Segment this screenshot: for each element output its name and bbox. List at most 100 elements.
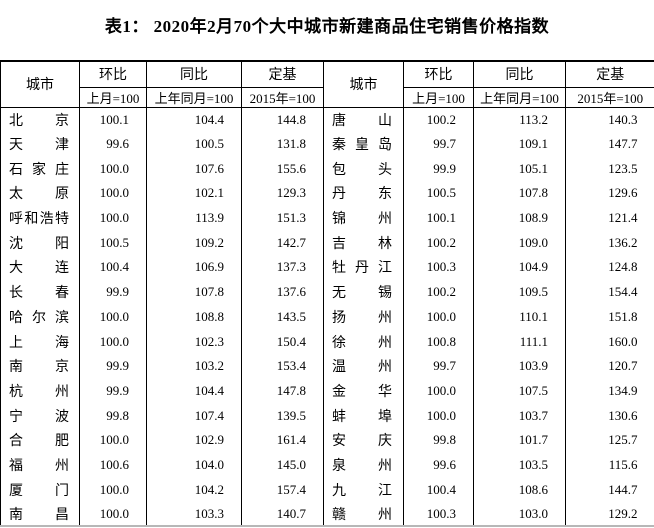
header-city-right: 城市 <box>323 61 404 108</box>
yoy-cell-right: 109.0 <box>473 230 566 256</box>
table-row: 太原 100.0 102.1 129.3 丹东 100.5 107.8 129.… <box>0 181 654 206</box>
header-row-1: 城市 环比 同比 定基 城市 环比 同比 定基 <box>0 61 654 108</box>
city-name: 无锡 <box>332 286 392 302</box>
base-cell-left: 137.6 <box>241 279 324 305</box>
yoy-cell-right: 110.1 <box>473 304 566 330</box>
yoy-cell-right: 113.2 <box>473 107 566 132</box>
yoy-cell-right: 108.6 <box>473 477 566 502</box>
city-name: 赣州 <box>332 508 392 524</box>
subheader-yoy-right: 上年同月=100 <box>473 87 566 108</box>
mom-cell-right: 100.2 <box>403 107 474 132</box>
base-cell-left: 147.8 <box>241 378 324 404</box>
price-index-table: 城市 环比 同比 定基 城市 环比 同比 定基 上月=100 上年同月=100 … <box>0 60 654 527</box>
base-cell-right: 130.6 <box>565 403 654 428</box>
city-cell-right: 赣州 <box>323 502 404 527</box>
mom-cell-right: 100.0 <box>403 304 474 330</box>
base-cell-right: 154.4 <box>565 279 654 305</box>
city-name: 南昌 <box>9 508 69 524</box>
city-name: 宁波 <box>9 409 69 425</box>
city-name: 温州 <box>332 360 392 376</box>
mom-cell-right: 99.9 <box>403 156 474 182</box>
mom-cell-left: 100.0 <box>79 205 147 231</box>
city-name: 厦门 <box>9 483 69 499</box>
yoy-cell-left: 104.4 <box>146 378 242 404</box>
base-cell-right: 160.0 <box>565 329 654 354</box>
city-cell-left: 石家庄 <box>0 156 80 182</box>
subheader-mom-right: 上月=100 <box>403 87 474 108</box>
yoy-cell-right: 103.7 <box>473 403 566 428</box>
header-yoy-left: 同比 <box>146 61 242 88</box>
city-name: 呼和浩特 <box>9 212 69 228</box>
city-name: 杭州 <box>9 384 69 400</box>
base-cell-right: 129.2 <box>565 502 654 527</box>
city-name: 锦州 <box>332 212 392 228</box>
city-cell-left: 南京 <box>0 353 80 379</box>
table-row: 沈阳 100.5 109.2 142.7 吉林 100.2 109.0 136.… <box>0 230 654 256</box>
city-name: 沈阳 <box>9 236 69 252</box>
mom-cell-right: 99.7 <box>403 353 474 379</box>
city-cell-left: 南昌 <box>0 502 80 527</box>
subheader-base-right: 2015年=100 <box>565 87 654 108</box>
base-cell-left: 137.3 <box>241 255 324 280</box>
yoy-cell-left: 103.2 <box>146 353 242 379</box>
table-row: 杭州 99.9 104.4 147.8 金华 100.0 107.5 134.9 <box>0 378 654 404</box>
base-cell-left: 145.0 <box>241 452 324 478</box>
yoy-cell-left: 102.1 <box>146 181 242 206</box>
city-cell-left: 杭州 <box>0 378 80 404</box>
city-cell-right: 温州 <box>323 353 404 379</box>
city-name: 唐山 <box>332 113 392 129</box>
city-cell-left: 哈尔滨 <box>0 304 80 330</box>
city-name: 扬州 <box>332 310 392 326</box>
yoy-cell-right: 107.8 <box>473 181 566 206</box>
base-cell-right: 134.9 <box>565 378 654 404</box>
mom-cell-right: 99.8 <box>403 427 474 453</box>
mom-cell-right: 100.3 <box>403 502 474 527</box>
table-row: 长春 99.9 107.8 137.6 无锡 100.2 109.5 154.4 <box>0 279 654 305</box>
base-cell-right: 151.8 <box>565 304 654 330</box>
table-title: 表1： 2020年2月70个大中城市新建商品住宅销售价格指数 <box>104 17 550 36</box>
base-cell-left: 155.6 <box>241 156 324 182</box>
yoy-cell-left: 109.2 <box>146 230 242 256</box>
base-cell-left: 142.7 <box>241 230 324 256</box>
city-cell-left: 上海 <box>0 329 80 354</box>
city-name: 泉州 <box>332 458 392 474</box>
mom-cell-left: 99.8 <box>79 403 147 428</box>
city-cell-left: 沈阳 <box>0 230 80 256</box>
base-cell-left: 153.4 <box>241 353 324 379</box>
city-name: 长春 <box>9 286 69 302</box>
city-cell-right: 无锡 <box>323 279 404 305</box>
header-base-right: 定基 <box>565 61 654 88</box>
city-cell-left: 天津 <box>0 131 80 157</box>
yoy-cell-right: 107.5 <box>473 378 566 404</box>
city-name: 丹东 <box>332 187 392 203</box>
table-row: 厦门 100.0 104.2 157.4 九江 100.4 108.6 144.… <box>0 477 654 502</box>
table-row: 宁波 99.8 107.4 139.5 蚌埠 100.0 103.7 130.6 <box>0 403 654 428</box>
base-cell-right: 124.8 <box>565 255 654 280</box>
header-row-2: 上月=100 上年同月=100 2015年=100 上月=100 上年同月=10… <box>1 87 654 108</box>
base-cell-left: 150.4 <box>241 329 324 354</box>
table-row: 合肥 100.0 102.9 161.4 安庆 99.8 101.7 125.7 <box>0 427 654 453</box>
table-row: 上海 100.0 102.3 150.4 徐州 100.8 111.1 160.… <box>0 329 654 354</box>
base-cell-right: 147.7 <box>565 131 654 157</box>
city-name: 安庆 <box>332 434 392 450</box>
mom-cell-right: 100.2 <box>403 279 474 305</box>
yoy-cell-left: 100.5 <box>146 131 242 157</box>
base-cell-left: 144.8 <box>241 107 324 132</box>
subheader-base-left: 2015年=100 <box>241 87 324 108</box>
mom-cell-left: 100.0 <box>79 156 147 182</box>
city-cell-right: 九江 <box>323 477 404 502</box>
city-name: 合肥 <box>9 434 69 450</box>
subheader-yoy-left: 上年同月=100 <box>146 87 242 108</box>
mom-cell-left: 100.0 <box>79 502 147 527</box>
header-city-left: 城市 <box>0 61 80 108</box>
table-header: 城市 环比 同比 定基 城市 环比 同比 定基 上月=100 上年同月=100 … <box>0 61 654 108</box>
table-row: 哈尔滨 100.0 108.8 143.5 扬州 100.0 110.1 151… <box>0 304 654 330</box>
table-row: 福州 100.6 104.0 145.0 泉州 99.6 103.5 115.6 <box>0 452 654 478</box>
city-name: 福州 <box>9 458 69 474</box>
yoy-cell-right: 108.9 <box>473 205 566 231</box>
city-name: 秦皇岛 <box>332 138 392 154</box>
mom-cell-left: 100.0 <box>79 304 147 330</box>
yoy-cell-left: 107.8 <box>146 279 242 305</box>
yoy-cell-left: 107.6 <box>146 156 242 182</box>
mom-cell-left: 99.9 <box>79 353 147 379</box>
